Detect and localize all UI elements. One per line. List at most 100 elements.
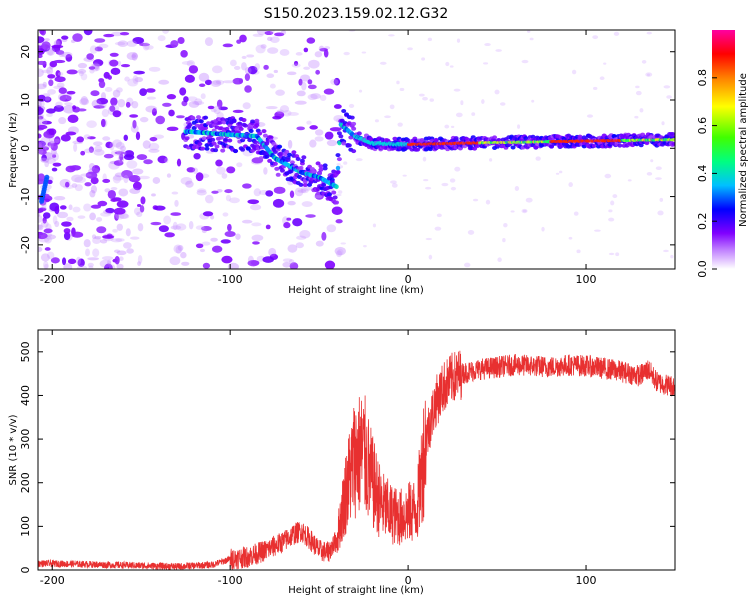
heatmap-blob — [38, 99, 42, 109]
heatmap-blob — [98, 80, 106, 89]
heatmap-blob — [74, 176, 86, 184]
heatmap-blob — [488, 158, 493, 162]
heatmap-blob — [252, 241, 260, 245]
heatmap-blob — [164, 157, 169, 164]
heatmap-blob — [139, 88, 148, 97]
heatmap-blob — [166, 173, 172, 178]
heatmap-blob — [200, 225, 212, 231]
heatmap-blob — [40, 136, 51, 144]
heatmap-blob — [275, 89, 285, 96]
heatmap-blob — [48, 79, 54, 87]
heatmap-blob — [185, 180, 194, 188]
heatmap-blob — [291, 63, 301, 68]
heatmap-blob — [80, 73, 88, 81]
heatmap-blob — [608, 217, 615, 222]
heatmap-blob — [216, 111, 224, 119]
heatmap-blob — [50, 140, 55, 144]
heatmap-blob — [179, 87, 187, 96]
heatmap-blob — [44, 38, 50, 42]
heatmap-blob — [52, 154, 57, 158]
heatmap-blob — [307, 79, 313, 85]
heatmap-blob — [591, 143, 597, 148]
heatmap-blob — [338, 190, 343, 194]
heatmap-blob — [275, 172, 281, 177]
heatmap-blob — [455, 112, 463, 118]
heatmap-y-tick-label: 0 — [19, 145, 32, 152]
line-x-ticks: -200 -100 0 100 — [40, 330, 597, 587]
heatmap-blob — [128, 174, 141, 183]
heatmap-blob — [313, 195, 323, 199]
heatmap-blob — [110, 186, 118, 191]
heatmap-blob — [77, 69, 87, 74]
heatmap-blob — [70, 39, 76, 44]
heatmap-blob — [321, 182, 327, 187]
heatmap-blob — [101, 109, 110, 118]
heatmap-blob — [90, 204, 102, 209]
heatmap-blob — [425, 186, 432, 190]
heatmap-blob — [265, 224, 271, 230]
heatmap-blob — [78, 70, 84, 77]
line-x-label: Height of straight line (km) — [288, 585, 424, 596]
heatmap-blob — [307, 93, 318, 101]
heatmap-blob — [291, 150, 297, 155]
heatmap-blob — [132, 75, 139, 84]
heatmap-blob — [525, 197, 533, 203]
heatmap-blob — [608, 209, 613, 213]
heatmap-blob — [268, 135, 274, 140]
heatmap-blob — [296, 126, 305, 131]
heatmap-blob — [425, 237, 433, 241]
heatmap-blob — [99, 259, 112, 268]
heatmap-blob — [485, 199, 491, 205]
heatmap-blob — [422, 156, 427, 162]
heatmap-blob — [334, 184, 339, 190]
heatmap-blob — [262, 133, 268, 138]
heatmap-blob — [274, 32, 285, 37]
heatmap-blob — [113, 175, 124, 181]
heatmap-blob — [273, 186, 286, 194]
heatmap-blob — [646, 73, 650, 77]
heatmap-blob — [92, 236, 101, 245]
heatmap-blob — [46, 66, 53, 75]
heatmap-blob — [610, 200, 615, 206]
heatmap-blob — [119, 152, 124, 161]
heatmap-blob — [137, 254, 143, 264]
heatmap-blob — [608, 252, 615, 256]
heatmap-blob — [68, 204, 73, 211]
heatmap-blob — [83, 239, 91, 248]
heatmap-blob — [288, 169, 294, 174]
heatmap-blob — [93, 105, 105, 109]
heatmap-blob — [216, 166, 226, 175]
heatmap-blob — [247, 199, 260, 205]
heatmap-blob — [54, 76, 66, 83]
heatmap-blob — [58, 50, 65, 58]
heatmap-blob — [655, 177, 662, 180]
heatmap-blob — [55, 38, 63, 47]
heatmap-blob — [66, 69, 78, 75]
heatmap-blob — [427, 37, 433, 42]
heatmap-blob — [46, 251, 55, 260]
heatmap-blob — [88, 265, 94, 269]
heatmap-blob — [314, 129, 324, 136]
heatmap-blob — [115, 141, 125, 150]
heatmap-blob — [306, 120, 312, 125]
heatmap-blob — [58, 117, 67, 125]
heatmap-blob — [303, 66, 311, 70]
heatmap-blob — [314, 51, 323, 58]
heatmap-blob — [216, 99, 223, 109]
heatmap-blob — [495, 49, 502, 52]
heatmap-blob — [148, 148, 160, 153]
heatmap-blob — [113, 160, 124, 166]
heatmap-blob — [233, 148, 239, 153]
heatmap-blob — [222, 212, 229, 217]
heatmap-blob — [181, 61, 194, 65]
heatmap-blob — [529, 37, 534, 41]
heatmap-blob — [315, 69, 320, 75]
heatmap-blob — [265, 106, 278, 110]
heatmap-blob — [289, 259, 295, 265]
line-x-tick-label: 100 — [576, 574, 597, 587]
heatmap-blob — [137, 261, 142, 266]
heatmap-blobs — [38, 30, 675, 269]
heatmap-blob — [109, 59, 119, 67]
heatmap-blob — [456, 38, 461, 43]
